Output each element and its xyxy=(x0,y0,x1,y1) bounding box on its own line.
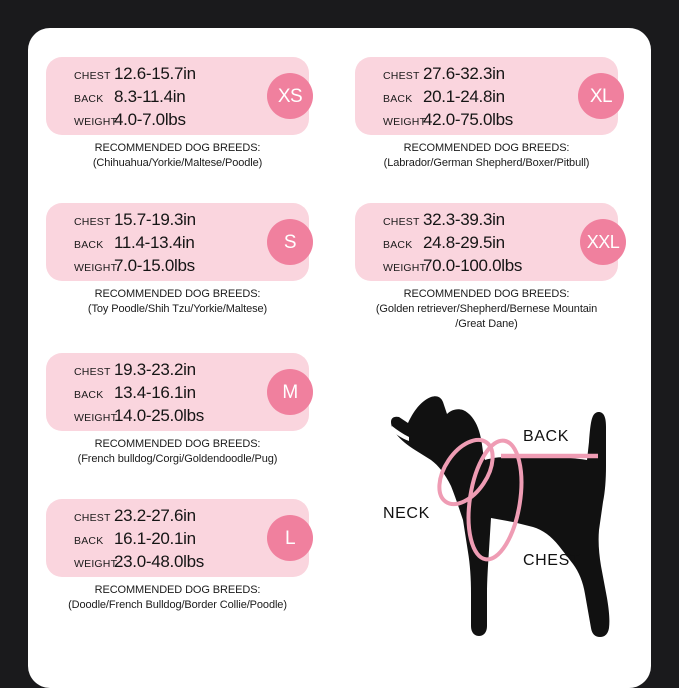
row-label-weight: WEIGHT xyxy=(383,262,427,274)
row-label-back: BACK xyxy=(74,93,104,105)
row-value-weight: 14.0-25.0lbs xyxy=(114,406,204,425)
row-value-weight: 23.0-48.0lbs xyxy=(114,552,204,571)
size-card-s: CHEST 15.7-19.3in BACK 11.4-13.4in WEIGH… xyxy=(46,203,313,317)
row-chest: CHEST 32.3-39.3in xyxy=(355,210,618,233)
breed-caption-xs: RECOMMENDED DOG BREEDS: (Chihuahua/Yorki… xyxy=(92,142,263,169)
breed-caption-xl: RECOMMENDED DOG BREEDS: (Labrador/German… xyxy=(383,142,590,169)
row-label-weight: WEIGHT xyxy=(383,116,427,128)
row-value-back: 11.4-13.4in xyxy=(114,233,195,252)
row-value-back: 20.1-24.8in xyxy=(423,87,505,106)
row-label-back: BACK xyxy=(74,389,104,401)
row-chest: CHEST 27.6-32.3in xyxy=(355,64,618,87)
row-value-weight: 7.0-15.0lbs xyxy=(114,256,195,275)
row-value-weight: 4.0-7.0lbs xyxy=(114,110,186,129)
chest-label: CHEST xyxy=(523,552,581,569)
row-value-back: 24.8-29.5in xyxy=(423,233,505,252)
neck-label: NECK xyxy=(383,505,430,522)
size-badge-xs: XS xyxy=(267,73,313,119)
size-badge-m: M xyxy=(267,369,313,415)
row-label-weight: WEIGHT xyxy=(74,262,118,274)
row-chest: CHEST 12.6-15.7in xyxy=(46,64,309,87)
row-value-back: 16.1-20.1in xyxy=(114,529,196,548)
row-label-chest: CHEST xyxy=(383,216,420,228)
chest-measure-loop xyxy=(466,438,524,562)
card-body: CHEST 27.6-32.3in BACK 20.1-24.8in WEIGH… xyxy=(355,57,624,135)
row-value-back: 8.3-11.4in xyxy=(114,87,186,106)
row-value-weight: 42.0-75.0lbs xyxy=(423,110,513,129)
row-label-chest: CHEST xyxy=(74,512,111,524)
row-label-back: BACK xyxy=(74,239,104,251)
row-value-weight: 70.0-100.0lbs xyxy=(423,256,523,275)
dog-muzzle-detail xyxy=(392,426,409,441)
card-body: CHEST 12.6-15.7in BACK 8.3-11.4in WEIGHT… xyxy=(46,57,313,135)
row-back: BACK 24.8-29.5in xyxy=(355,233,618,256)
dog-measurement-diagram: BACK NECK CHEST xyxy=(363,380,673,665)
size-badge-xxl: XXL xyxy=(580,219,626,265)
row-value-chest: 32.3-39.3in xyxy=(423,210,505,229)
row-label-weight: WEIGHT xyxy=(74,116,118,128)
row-back: BACK 8.3-11.4in xyxy=(46,87,309,110)
row-value-chest: 23.2-27.6in xyxy=(114,506,196,525)
row-back: BACK 16.1-20.1in xyxy=(46,529,309,552)
row-label-weight: WEIGHT xyxy=(74,558,118,570)
neck-measure-loop xyxy=(437,437,495,507)
row-weight: WEIGHT 70.0-100.0lbs xyxy=(355,256,618,279)
row-label-chest: CHEST xyxy=(74,70,111,82)
size-card-xl: CHEST 27.6-32.3in BACK 20.1-24.8in WEIGH… xyxy=(355,57,624,171)
row-value-chest: 27.6-32.3in xyxy=(423,64,505,83)
row-weight: WEIGHT 14.0-25.0lbs xyxy=(46,406,309,429)
row-chest: CHEST 15.7-19.3in xyxy=(46,210,309,233)
row-chest: CHEST 23.2-27.6in xyxy=(46,506,309,529)
size-card-xxl: CHEST 32.3-39.3in BACK 24.8-29.5in WEIGH… xyxy=(355,203,626,332)
chart-panel: CHEST 12.6-15.7in BACK 8.3-11.4in WEIGHT… xyxy=(28,28,651,688)
row-weight: WEIGHT 23.0-48.0lbs xyxy=(46,552,309,575)
dog-silhouette-svg xyxy=(391,396,610,637)
row-back: BACK 11.4-13.4in xyxy=(46,233,309,256)
row-label-chest: CHEST xyxy=(74,216,111,228)
card-body: CHEST 32.3-39.3in BACK 24.8-29.5in WEIGH… xyxy=(355,203,626,281)
breed-caption-m: RECOMMENDED DOG BREEDS: (French bulldog/… xyxy=(77,438,278,465)
measurement-rows: CHEST 12.6-15.7in BACK 8.3-11.4in WEIGHT… xyxy=(46,57,309,135)
row-label-back: BACK xyxy=(383,93,413,105)
size-badge-l: L xyxy=(267,515,313,561)
row-label-weight: WEIGHT xyxy=(74,412,118,424)
back-label: BACK xyxy=(523,428,569,445)
row-label-back: BACK xyxy=(74,535,104,547)
row-back: BACK 13.4-16.1in xyxy=(46,383,309,406)
measurement-rows: CHEST 15.7-19.3in BACK 11.4-13.4in WEIGH… xyxy=(46,203,309,281)
row-label-chest: CHEST xyxy=(74,366,111,378)
row-value-chest: 15.7-19.3in xyxy=(114,210,196,229)
row-back: BACK 20.1-24.8in xyxy=(355,87,618,110)
size-card-m: CHEST 19.3-23.2in BACK 13.4-16.1in WEIGH… xyxy=(46,353,313,467)
row-chest: CHEST 19.3-23.2in xyxy=(46,360,309,383)
measurement-rows: CHEST 19.3-23.2in BACK 13.4-16.1in WEIGH… xyxy=(46,353,309,431)
card-body: CHEST 23.2-27.6in BACK 16.1-20.1in WEIGH… xyxy=(46,499,313,577)
breed-caption-xxl: RECOMMENDED DOG BREEDS: (Golden retrieve… xyxy=(375,288,598,330)
measurement-rows: CHEST 23.2-27.6in BACK 16.1-20.1in WEIGH… xyxy=(46,499,309,577)
size-card-l: CHEST 23.2-27.6in BACK 16.1-20.1in WEIGH… xyxy=(46,499,313,613)
size-card-xs: CHEST 12.6-15.7in BACK 8.3-11.4in WEIGHT… xyxy=(46,57,313,171)
row-value-back: 13.4-16.1in xyxy=(114,383,196,402)
dog-silhouette-shape xyxy=(391,396,610,637)
card-body: CHEST 19.3-23.2in BACK 13.4-16.1in WEIGH… xyxy=(46,353,313,431)
breed-caption-l: RECOMMENDED DOG BREEDS: (Doodle/French B… xyxy=(68,584,287,611)
row-label-chest: CHEST xyxy=(383,70,420,82)
row-label-back: BACK xyxy=(383,239,413,251)
row-weight: WEIGHT 4.0-7.0lbs xyxy=(46,110,309,133)
row-weight: WEIGHT 42.0-75.0lbs xyxy=(355,110,618,133)
measurement-rows: CHEST 27.6-32.3in BACK 20.1-24.8in WEIGH… xyxy=(355,57,618,135)
row-value-chest: 12.6-15.7in xyxy=(114,64,196,83)
measurement-rows: CHEST 32.3-39.3in BACK 24.8-29.5in WEIGH… xyxy=(355,203,618,281)
size-badge-s: S xyxy=(267,219,313,265)
breed-caption-s: RECOMMENDED DOG BREEDS: (Toy Poodle/Shih… xyxy=(87,288,268,315)
size-badge-xl: XL xyxy=(578,73,624,119)
card-body: CHEST 15.7-19.3in BACK 11.4-13.4in WEIGH… xyxy=(46,203,313,281)
row-value-chest: 19.3-23.2in xyxy=(114,360,196,379)
row-weight: WEIGHT 7.0-15.0lbs xyxy=(46,256,309,279)
